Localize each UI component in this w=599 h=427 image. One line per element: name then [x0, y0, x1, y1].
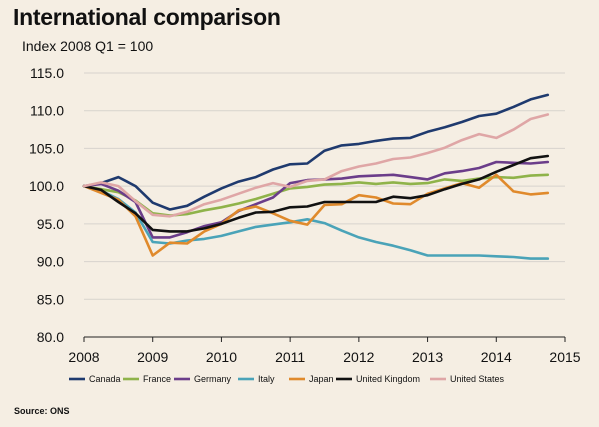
x-tick-label: 2008	[68, 349, 99, 365]
legend-label: Italy	[258, 374, 275, 384]
legend: Canada France Germany Italy Japan United King…	[69, 374, 505, 384]
legend-label: United States	[450, 374, 505, 384]
y-axis-ticks: 80.0 85.0 90.0 95.0 100.0 105.0 110.0 115.0	[29, 65, 64, 345]
series-line-canada	[82, 93, 550, 211]
y-tick-label: 85.0	[37, 291, 64, 307]
gridlines	[84, 72, 565, 338]
y-tick-label: 115.0	[30, 65, 64, 81]
x-tick-label: 2010	[206, 349, 237, 365]
x-tick-label: 2014	[481, 349, 512, 365]
source-note: Source: ONS	[14, 406, 70, 416]
legend-label: Germany	[194, 374, 232, 384]
series-line-united-states	[82, 113, 550, 218]
x-tick-label: 2013	[412, 349, 443, 365]
chart-subtitle: Index 2008 Q1 = 100	[22, 38, 154, 54]
y-tick-label: 90.0	[37, 254, 64, 270]
y-tick-label: 100.0	[29, 178, 64, 194]
y-tick-label: 95.0	[37, 216, 64, 232]
y-tick-label: 110.0	[30, 103, 64, 119]
y-tick-label: 80.0	[37, 329, 64, 345]
legend-label: Canada	[89, 374, 121, 384]
legend-label: United Kingdom	[356, 374, 420, 384]
x-tick-label: 2012	[343, 349, 374, 365]
x-tick-label: 2015	[549, 349, 580, 365]
series-line-united-kingdom	[82, 154, 550, 233]
x-tick-label: 2009	[137, 349, 168, 365]
series-line-japan	[82, 173, 550, 257]
series-lines	[82, 93, 550, 260]
series-line-italy	[82, 184, 550, 260]
x-tick-label: 2011	[275, 349, 305, 365]
chart-title: International comparison	[13, 4, 281, 30]
x-axis-ticks: 2008 2009 2010 2011 2012 2013 2014 2015	[68, 337, 581, 365]
legend-label: Japan	[309, 374, 334, 384]
legend-label: France	[143, 374, 171, 384]
y-tick-label: 105.0	[29, 140, 64, 156]
series-line-germany	[82, 160, 550, 239]
